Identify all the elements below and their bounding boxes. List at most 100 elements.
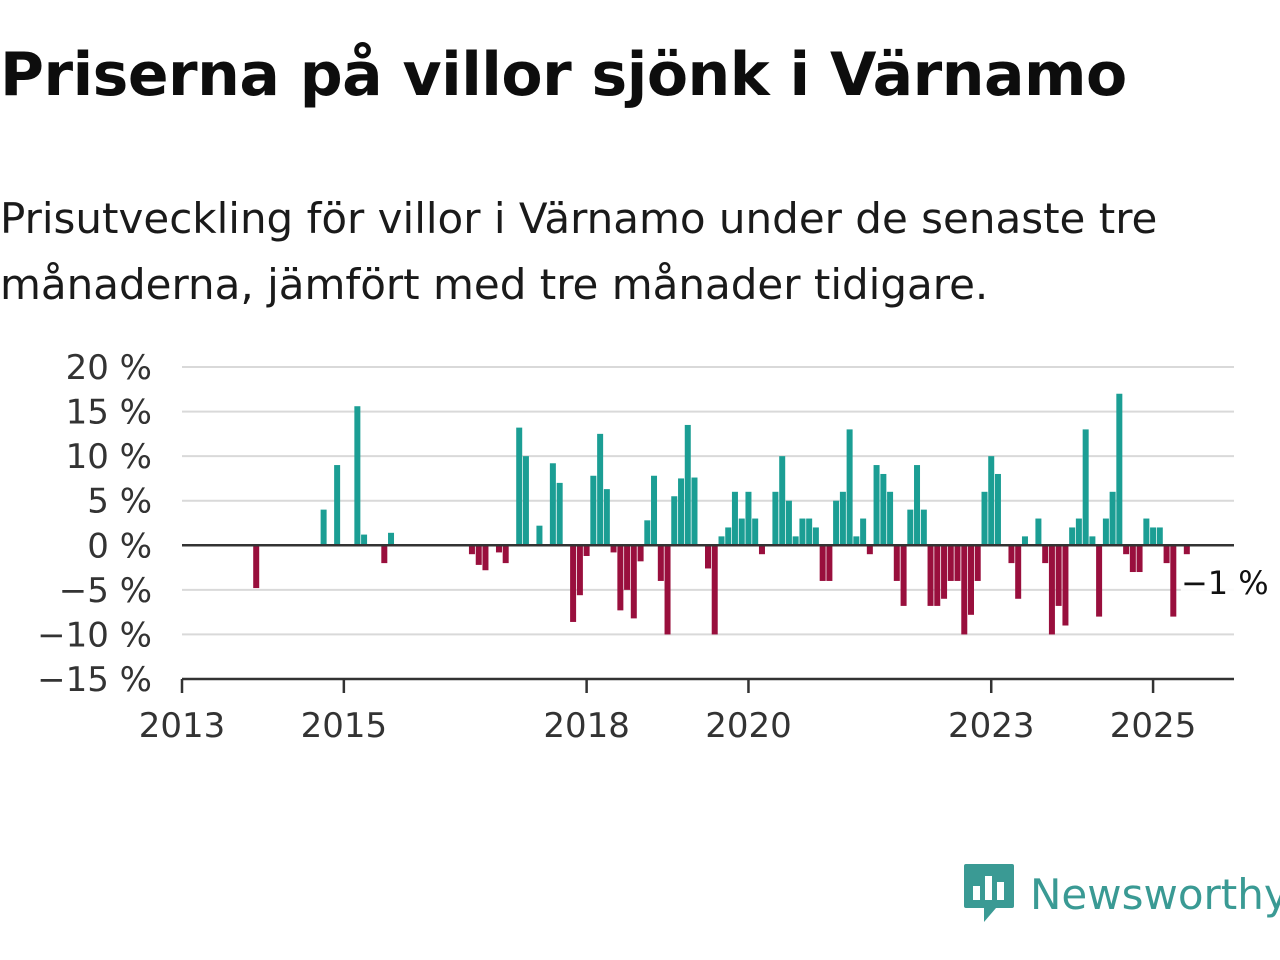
bar-positive	[772, 491, 779, 546]
bar-positive	[1021, 536, 1028, 546]
bar-positive	[590, 475, 597, 546]
bar-positive	[603, 489, 610, 546]
bar-positive	[361, 534, 368, 546]
bar-positive	[880, 473, 887, 546]
bar-positive	[1143, 518, 1150, 546]
bar-positive	[981, 491, 988, 546]
bar-chart: 20 % 15 %10 % 5 %0 % −5 %−10 % −15 % 2013 2015…	[37, 348, 1269, 740]
bar-positive	[745, 491, 752, 546]
bar-positive	[1150, 527, 1157, 546]
newsworthy-logo: Newsworthy	[962, 862, 1280, 926]
bar-positive	[354, 406, 361, 546]
latest-value-annotation: −1 %	[1181, 564, 1269, 602]
bar-negative	[381, 545, 388, 564]
bar-positive	[1089, 536, 1096, 546]
bar-positive	[1082, 429, 1089, 546]
bar-positive	[799, 518, 806, 546]
bar-positive	[853, 536, 860, 546]
bar-negative	[583, 545, 590, 556]
bar-negative	[610, 545, 617, 553]
bar-negative	[475, 545, 482, 565]
bar-positive	[1156, 527, 1163, 546]
bar-negative	[934, 545, 941, 606]
x-tick-label: 2020	[705, 706, 792, 740]
newsworthy-logo-icon	[964, 864, 1014, 922]
bar-positive	[792, 536, 799, 546]
bar-negative	[502, 545, 509, 564]
bar-negative	[1015, 545, 1022, 599]
bar-negative	[947, 545, 954, 581]
bar-positive	[691, 477, 698, 546]
bar-negative	[1129, 545, 1136, 573]
bar-positive	[556, 482, 563, 546]
bar-negative	[482, 545, 489, 571]
x-tick-label: 2025	[1110, 706, 1197, 740]
bar-negative	[954, 545, 961, 581]
bar-positive	[785, 500, 792, 546]
bar-negative	[819, 545, 826, 581]
bar-positive	[536, 525, 543, 546]
bar-negative	[495, 545, 502, 553]
y-tick-label: 5 %	[87, 482, 152, 522]
y-tick-label: 10 %	[66, 437, 152, 477]
bar-positive	[988, 456, 995, 546]
bar-negative	[1008, 545, 1015, 564]
bar-positive	[549, 463, 556, 546]
bar-positive	[644, 520, 651, 546]
bar-positive	[678, 478, 685, 546]
bar-negative	[1183, 545, 1190, 555]
bar-positive	[914, 465, 921, 546]
bar-positive	[833, 500, 840, 546]
x-tick-label: 2015	[301, 706, 388, 740]
bar-positive	[731, 491, 738, 546]
bar-positive	[1102, 518, 1109, 546]
y-tick-label: −10 %	[37, 615, 152, 655]
bar-positive	[1109, 491, 1116, 546]
bar-positive	[522, 456, 529, 546]
bar-positive	[738, 518, 745, 546]
bar-negative	[900, 545, 907, 606]
bar-negative	[826, 545, 833, 581]
bar-negative	[570, 545, 577, 622]
bar-positive	[1035, 518, 1042, 546]
bar-positive	[725, 527, 732, 546]
x-tick-label: 2013	[139, 706, 226, 740]
bar-negative	[758, 545, 765, 555]
chart-subtitle: Prisutveckling för villor i Värnamo unde…	[0, 194, 1158, 309]
bar-positive	[920, 509, 927, 546]
bar-positive	[671, 496, 678, 546]
bar-negative	[657, 545, 664, 581]
bar-negative	[1062, 545, 1069, 626]
bar-positive	[516, 427, 523, 546]
bar-positive	[684, 424, 691, 546]
bar-positive	[779, 456, 786, 546]
bar-positive	[812, 527, 819, 546]
y-tick-label: 15 %	[66, 393, 152, 433]
chart-title: Priserna på villor sjönk i Värnamo	[0, 40, 1127, 110]
bar-negative	[1170, 545, 1177, 617]
bar-negative	[1123, 545, 1130, 555]
bar-positive	[1075, 518, 1082, 546]
newsworthy-logo-text: Newsworthy	[1030, 869, 1280, 919]
bar-positive	[846, 429, 853, 546]
bar-negative	[576, 545, 583, 596]
bar-negative	[705, 545, 711, 569]
bar-negative	[961, 545, 968, 635]
y-tick-label: −5 %	[59, 571, 152, 611]
bar-positive	[887, 491, 894, 546]
bar-negative	[617, 545, 624, 611]
bar-positive	[597, 433, 604, 546]
bar-negative	[711, 545, 718, 635]
x-tick-label: 2023	[948, 706, 1035, 740]
bar-positive	[907, 509, 914, 546]
bar-negative	[468, 545, 475, 555]
bar-positive	[334, 465, 341, 546]
bar-negative	[941, 545, 948, 599]
bar-negative	[866, 545, 873, 555]
bar-negative	[253, 545, 260, 589]
bar-negative	[974, 545, 981, 581]
bar-negative	[637, 545, 644, 562]
bar-positive	[320, 509, 327, 546]
bar-negative	[968, 545, 974, 615]
bar-negative	[630, 545, 637, 619]
